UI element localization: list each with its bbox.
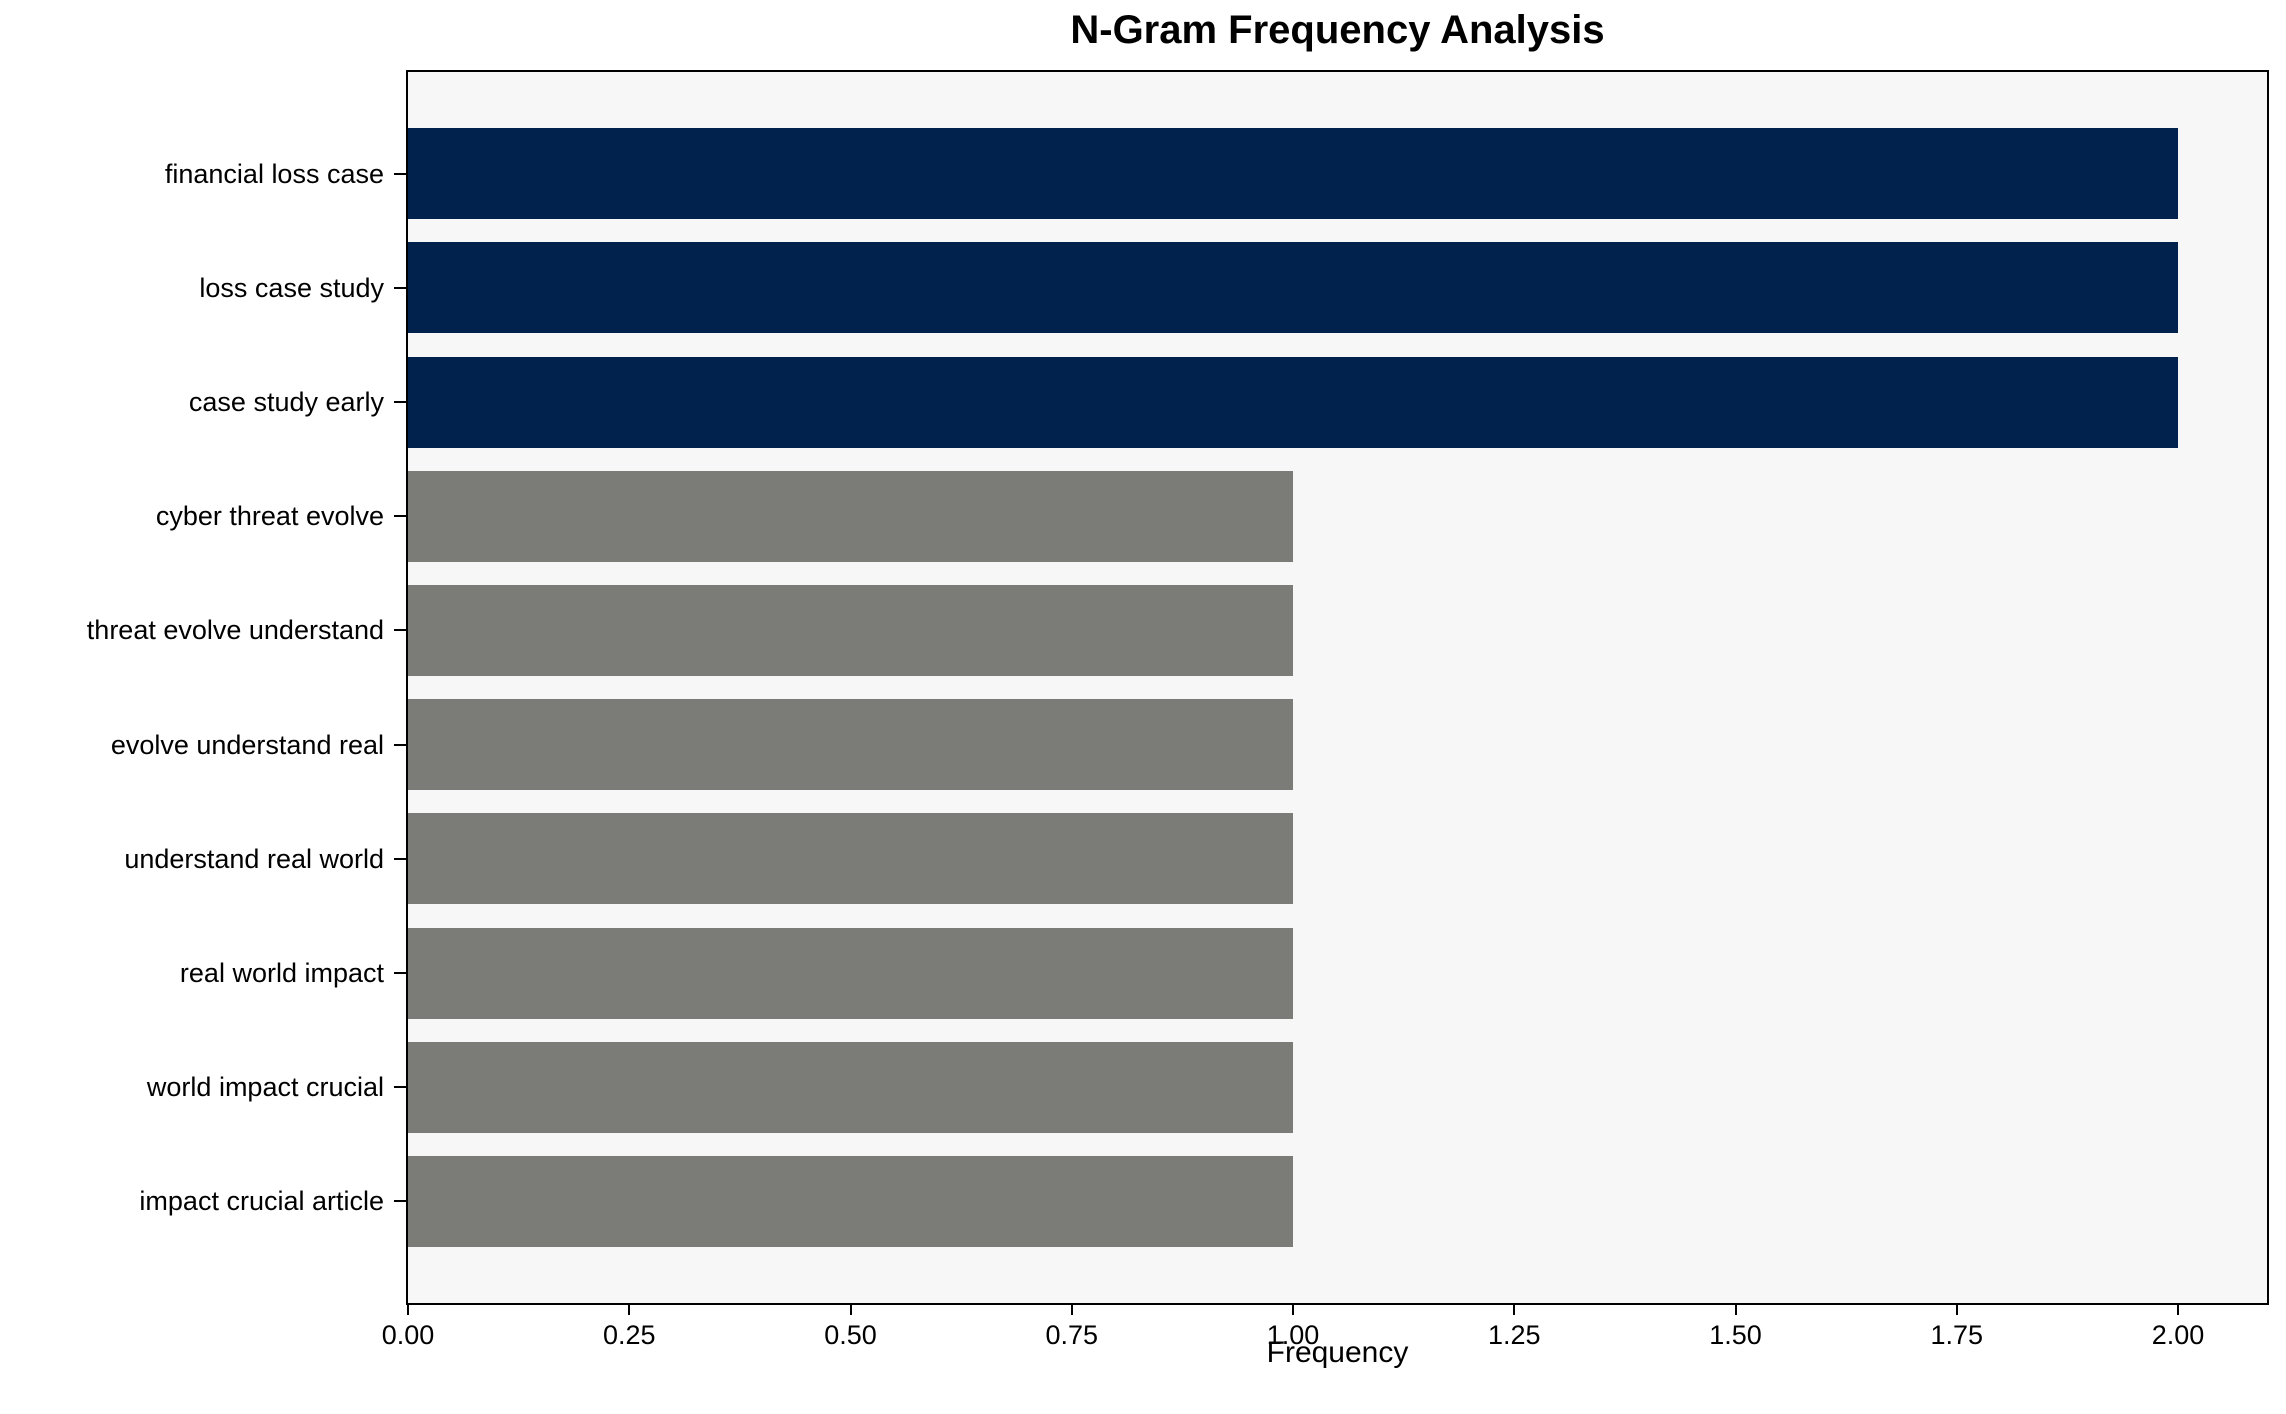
x-tick-mark <box>1955 1305 1958 1315</box>
x-tick-label: 1.75 <box>1930 1320 1984 1350</box>
y-tick-label: world impact crucial <box>146 1072 384 1103</box>
x-tick-label: 0.50 <box>824 1320 877 1350</box>
y-tick-mark <box>394 1086 406 1089</box>
y-tick-mark <box>394 972 406 974</box>
y-tick-mark <box>394 1200 406 1203</box>
x-tick-mark <box>1734 1305 1737 1315</box>
y-tick-label: understand real world <box>124 843 384 874</box>
bar <box>408 584 1293 676</box>
x-tick-label: 0.25 <box>602 1320 656 1350</box>
bar <box>408 927 1293 1019</box>
chart-title: N-Gram Frequency Analysis <box>1070 8 1605 52</box>
x-tick-mark <box>849 1305 852 1315</box>
y-tick-mark <box>394 286 406 289</box>
y-tick-label: cyber threat evolve <box>155 501 384 532</box>
y-tick-mark <box>394 629 406 632</box>
x-tick-label: 1.50 <box>1709 1320 1762 1350</box>
x-tick-mark <box>628 1305 631 1315</box>
bar <box>408 128 2178 220</box>
y-tick-mark <box>394 172 406 175</box>
y-tick-mark <box>394 401 406 403</box>
y-tick-mark <box>394 743 406 746</box>
x-tick-label: 0.75 <box>1045 1320 1099 1350</box>
x-tick-mark <box>2177 1305 2179 1315</box>
bar <box>408 356 2178 448</box>
x-axis-label: Frequency <box>1266 1336 1409 1369</box>
x-tick-label: 0.00 <box>381 1320 435 1350</box>
bar <box>408 1155 1293 1247</box>
y-tick-label: evolve understand real <box>110 729 384 760</box>
bar <box>408 242 2178 334</box>
y-tick-mark <box>394 857 406 860</box>
bar <box>408 1041 1293 1133</box>
bar <box>408 813 1293 905</box>
bar <box>408 470 1293 562</box>
x-tick-mark <box>1292 1305 1294 1315</box>
y-tick-label: threat evolve understand <box>86 615 384 646</box>
y-tick-label: impact crucial article <box>139 1186 384 1217</box>
x-tick-label: 1.00 <box>1266 1320 1320 1350</box>
x-tick-mark <box>1513 1305 1516 1315</box>
bar <box>408 699 1293 791</box>
y-tick-mark <box>394 515 406 518</box>
y-tick-label: real world impact <box>179 958 384 988</box>
x-tick-label: 1.25 <box>1487 1320 1541 1350</box>
x-tick-label: 2.00 <box>2151 1320 2205 1350</box>
plot-area <box>406 70 2269 1305</box>
x-tick-mark <box>407 1305 409 1315</box>
y-tick-label: case study early <box>188 387 384 417</box>
x-tick-mark <box>1070 1305 1073 1315</box>
y-tick-label: financial loss case <box>164 158 384 189</box>
y-tick-label: loss case study <box>199 272 384 303</box>
